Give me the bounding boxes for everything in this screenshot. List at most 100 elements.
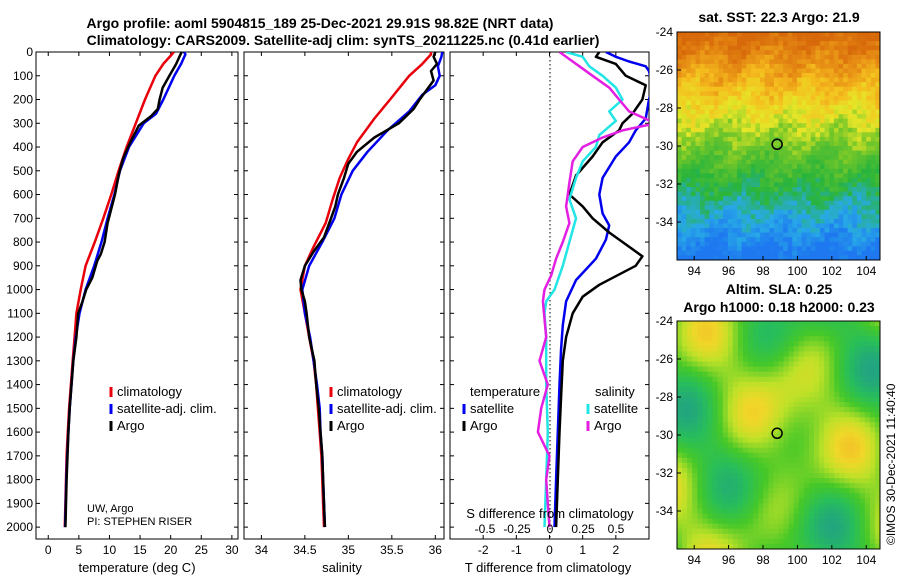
sst-cell <box>875 132 880 138</box>
sst-cell <box>875 228 880 234</box>
sst-cell <box>704 246 710 252</box>
sst-cell <box>773 86 779 92</box>
sst-cell <box>806 32 812 37</box>
legend-title: salinity <box>595 384 635 399</box>
sst-cell <box>866 54 872 60</box>
sst-cell <box>723 164 729 170</box>
sla-cell <box>788 503 795 509</box>
sla-cell <box>824 391 830 398</box>
sst-cell <box>778 82 784 88</box>
sla-cell <box>834 473 840 479</box>
sla-cell <box>819 432 825 438</box>
sst-cell <box>875 150 880 156</box>
sst-cell <box>847 68 853 74</box>
sst-cell <box>727 68 733 74</box>
sla-cell <box>829 412 835 418</box>
sla-cell <box>702 483 708 489</box>
sst-cell <box>750 168 756 174</box>
sst-cell <box>792 182 798 188</box>
sla-cell <box>783 432 790 438</box>
sst-cell <box>723 118 729 124</box>
sla-cell <box>844 533 850 540</box>
sst-cell <box>764 146 770 151</box>
sst-cell <box>792 173 798 179</box>
sst-cell <box>700 168 706 174</box>
sla-cell <box>712 523 718 530</box>
sst-cell <box>778 255 784 260</box>
sla-cell <box>753 366 759 373</box>
sst-cell <box>713 214 719 220</box>
legend-label: climatology <box>117 384 183 399</box>
sst-cell <box>681 136 687 142</box>
sst-cell <box>833 232 839 238</box>
sla-cell <box>834 412 840 418</box>
sst-cell <box>769 146 775 151</box>
sst-cell <box>764 237 770 243</box>
sst-cell <box>861 63 867 69</box>
sst-cell <box>681 228 687 234</box>
sla-cell <box>793 493 800 499</box>
sst-cell <box>681 173 687 179</box>
sst-cell <box>723 159 729 165</box>
sst-cell <box>677 68 682 74</box>
sst-cell <box>847 232 853 238</box>
sst-cell <box>797 159 802 165</box>
sla-cell <box>793 513 800 519</box>
sst-cell <box>773 127 779 133</box>
sst-cell <box>810 168 816 174</box>
sla-cell <box>737 538 744 545</box>
sst-cell <box>815 196 821 202</box>
sla-cell <box>682 498 688 504</box>
sla-cell <box>717 402 724 408</box>
sla-cell <box>727 321 734 327</box>
sst-cell <box>750 73 756 78</box>
sst-cell <box>737 191 742 197</box>
y-tick-label: 1100 <box>7 306 33 320</box>
sst-cell <box>815 146 821 151</box>
sst-cell <box>704 219 710 224</box>
sst-cell <box>810 159 816 165</box>
sla-cell <box>869 346 876 352</box>
sla-cell <box>737 386 744 393</box>
sst-cell <box>760 237 765 243</box>
sla-cell <box>783 488 790 494</box>
sst-cell <box>778 168 784 174</box>
sla-cell <box>753 452 759 459</box>
sst-cell <box>700 127 706 133</box>
sla-cell <box>682 376 688 383</box>
sst-cell <box>723 146 729 151</box>
sla-cell <box>737 518 744 525</box>
sla-cell <box>712 447 718 454</box>
sst-cell <box>677 63 682 69</box>
sst-cell <box>723 214 729 220</box>
sst-cell <box>769 132 775 138</box>
sst-cell <box>778 200 784 206</box>
sla-cell <box>753 331 759 337</box>
sst-cell <box>787 246 793 252</box>
sst-cell <box>709 77 715 83</box>
sst-cell <box>760 177 765 183</box>
sla-cell <box>753 341 759 347</box>
sla-cell <box>798 457 805 464</box>
sst-cell <box>686 136 692 142</box>
sst-cell <box>870 168 876 174</box>
sla-cell <box>824 452 830 459</box>
sst-cell <box>695 32 701 37</box>
sst-cell <box>815 237 821 243</box>
sla-cell <box>722 361 729 367</box>
sla-cell <box>819 351 825 357</box>
sst-cell <box>875 155 880 161</box>
sst-cell <box>741 191 747 197</box>
sst-cell <box>750 32 756 37</box>
x-tick-label: 0 <box>45 543 52 557</box>
sla-cell <box>839 508 845 514</box>
sst-cell <box>709 91 715 97</box>
sst-cell <box>681 123 687 129</box>
y-tick-label: 1200 <box>6 330 33 344</box>
sst-cell <box>829 250 835 256</box>
sst-cell <box>681 223 687 229</box>
sst-cell <box>769 105 775 110</box>
sst-cell <box>709 164 715 170</box>
sst-cell <box>829 36 835 42</box>
sla-cell <box>707 523 713 530</box>
